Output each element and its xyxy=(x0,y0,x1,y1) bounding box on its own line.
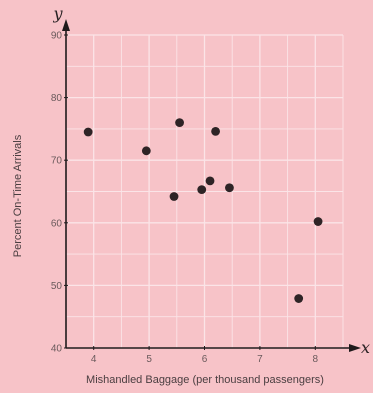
x-axis-letter: x xyxy=(361,338,370,357)
data-point xyxy=(175,118,184,128)
y-axis-arrow xyxy=(62,19,70,31)
data-point xyxy=(211,127,220,136)
y-tick-label: 60 xyxy=(51,218,63,229)
tick-labels: 40 50 60 70 80 90 4 5 6 7 8 xyxy=(51,31,319,366)
data-point xyxy=(294,294,304,303)
x-tick-label: 8 xyxy=(313,354,319,365)
axes xyxy=(62,19,361,352)
data-points xyxy=(83,118,323,303)
y-tick-label: 40 xyxy=(51,344,63,355)
data-point xyxy=(205,176,215,186)
data-point xyxy=(197,185,207,195)
data-point xyxy=(83,127,93,137)
x-tick-label: 4 xyxy=(91,354,97,365)
data-point xyxy=(225,183,234,193)
y-tick-label: 70 xyxy=(51,156,63,167)
y-tick-label: 90 xyxy=(51,31,63,42)
y-axis-label: Percent On-Time Arrivals xyxy=(12,134,24,257)
data-point xyxy=(141,146,151,156)
x-axis-arrow xyxy=(349,344,361,352)
y-axis-letter: y xyxy=(52,4,63,23)
x-tick-label: 5 xyxy=(146,354,152,365)
x-tick-label: 6 xyxy=(202,354,208,365)
data-point xyxy=(313,217,323,226)
data-point xyxy=(169,192,179,201)
y-tick-label: 50 xyxy=(51,281,63,292)
y-tick-label: 80 xyxy=(51,93,63,104)
x-tick-label: 7 xyxy=(257,354,263,365)
x-axis-label: Mishandled Baggage (per thousand passeng… xyxy=(86,374,324,386)
